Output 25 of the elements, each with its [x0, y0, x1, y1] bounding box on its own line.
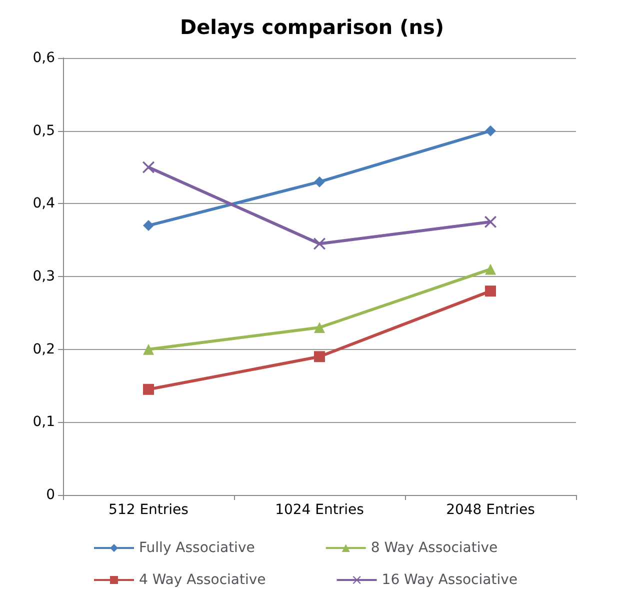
point — [314, 176, 325, 188]
point — [143, 384, 154, 395]
point — [485, 286, 496, 297]
y-tick-label: 0,3 — [32, 268, 55, 284]
chart-title: Delays comparison (ns) — [180, 15, 444, 39]
point — [485, 125, 496, 136]
point — [485, 264, 496, 275]
legend-label: 8 Way Associative — [370, 540, 498, 556]
legend-label: 4 Way Associative — [139, 572, 266, 588]
point — [143, 344, 154, 355]
y-tick-label: 0,6 — [32, 50, 56, 66]
y-tick-label: 0,4 — [32, 196, 56, 212]
y-tick-label: 0,2 — [32, 341, 55, 358]
point — [314, 351, 325, 362]
point — [314, 322, 325, 333]
x-tick-label: 1024 Entries — [275, 502, 364, 518]
point — [143, 220, 154, 232]
y-tick-label: 0,5 — [32, 122, 55, 139]
x-tick-label: 512 Entries — [108, 502, 188, 518]
legend-label: 16 Way Associative — [382, 572, 518, 588]
point — [484, 216, 496, 228]
y-tick-label: 0,1 — [32, 414, 55, 430]
x-tick-label: 2048 Entries — [446, 502, 535, 518]
legend-label: Fully Associative — [139, 540, 255, 556]
y-tick-label: 0 — [46, 487, 55, 503]
